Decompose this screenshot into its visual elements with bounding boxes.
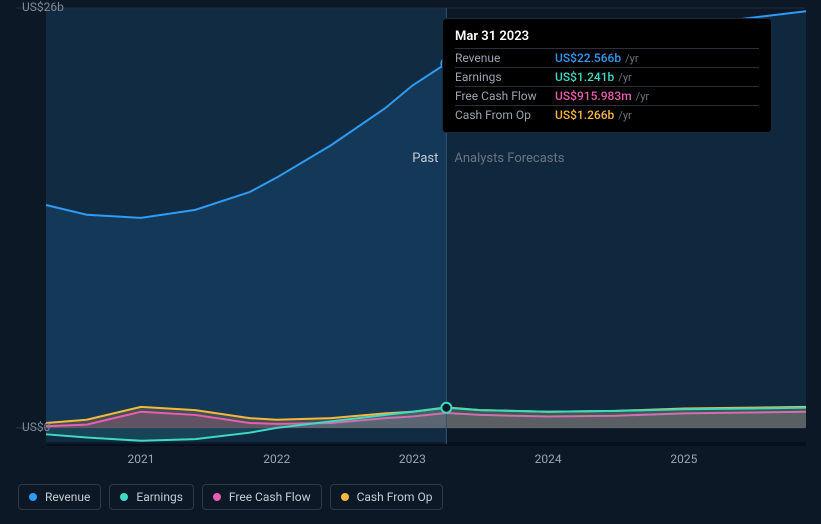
plot-bottom-shadow xyxy=(46,442,806,446)
legend-item-label: Cash From Op xyxy=(357,490,433,504)
y-axis-label: US$0 xyxy=(22,420,50,434)
tooltip-row-suffix: /yr xyxy=(618,109,631,122)
tooltip-row: RevenueUS$22.566b/yr xyxy=(455,48,759,67)
x-axis-label: 2022 xyxy=(263,452,290,466)
legend-item[interactable]: Earnings xyxy=(109,484,194,510)
legend-item-label: Revenue xyxy=(45,490,90,504)
tooltip-row-value: US$915.983m xyxy=(555,89,632,103)
tooltip-row-label: Free Cash Flow xyxy=(455,89,555,103)
section-label-past: Past xyxy=(412,151,438,166)
legend-dot-icon xyxy=(29,493,37,501)
tooltip-date: Mar 31 2023 xyxy=(455,29,759,44)
legend-item[interactable]: Cash From Op xyxy=(330,484,444,510)
tooltip-row-value: US$22.566b xyxy=(555,51,621,65)
tooltip-row: Cash From OpUS$1.266b/yr xyxy=(455,105,759,124)
legend-item-label: Earnings xyxy=(136,490,183,504)
x-axis-label: 2025 xyxy=(670,452,697,466)
tooltip-row-value: US$1.266b xyxy=(555,108,614,122)
marker-earnings xyxy=(441,403,451,413)
section-label-forecast: Analysts Forecasts xyxy=(454,151,564,166)
legend-item[interactable]: Free Cash Flow xyxy=(202,484,322,510)
tooltip-row-suffix: /yr xyxy=(618,71,631,84)
hover-tooltip: Mar 31 2023RevenueUS$22.566b/yrEarningsU… xyxy=(442,18,772,133)
legend-item-label: Free Cash Flow xyxy=(229,490,311,504)
x-axis-label: 2023 xyxy=(399,452,426,466)
legend: Revenue Earnings Free Cash Flow Cash From O… xyxy=(18,484,443,510)
y-axis-label: US$26b xyxy=(22,0,64,14)
tooltip-row-label: Earnings xyxy=(455,70,555,84)
tooltip-row-label: Cash From Op xyxy=(455,108,555,122)
tooltip-row: EarningsUS$1.241b/yr xyxy=(455,67,759,86)
legend-dot-icon xyxy=(120,493,128,501)
tooltip-row-suffix: /yr xyxy=(625,52,638,65)
x-axis-label: 2024 xyxy=(535,452,562,466)
legend-dot-icon xyxy=(213,493,221,501)
legend-dot-icon xyxy=(341,493,349,501)
tooltip-row: Free Cash FlowUS$915.983m/yr xyxy=(455,86,759,105)
tooltip-row-label: Revenue xyxy=(455,51,555,65)
tooltip-row-suffix: /yr xyxy=(636,90,649,103)
legend-item[interactable]: Revenue xyxy=(18,484,101,510)
x-axis-label: 2021 xyxy=(128,452,155,466)
tooltip-row-value: US$1.241b xyxy=(555,70,614,84)
